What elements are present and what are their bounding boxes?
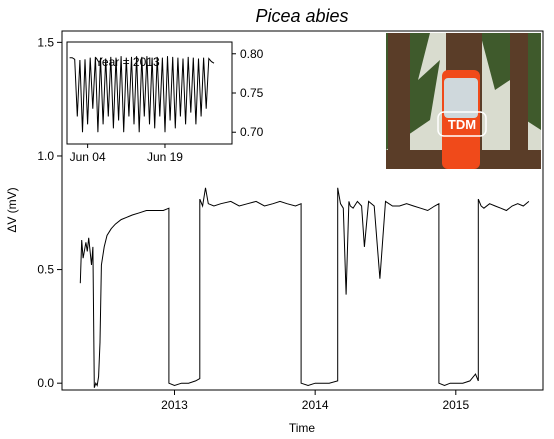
inset-y-tick-label: 0.75: [240, 86, 264, 100]
chart-title: Picea abies: [255, 6, 348, 26]
photo-trunk-right: [510, 33, 528, 169]
series-line: [79, 187, 530, 388]
inset-series-line: [69, 56, 215, 133]
tdm-label-box: [437, 111, 487, 137]
x-axis-label: Time: [289, 421, 316, 435]
y-tick-label: 1.0: [37, 149, 54, 163]
x-tick-label: 2014: [302, 398, 329, 412]
inset-axis-ticks: Jun 04 Jun 19 0.70 0.75 0.80: [70, 47, 264, 164]
y-axis-label: ΔV (mV): [5, 187, 19, 232]
inset-x-tick-label: Jun 04: [70, 150, 106, 164]
main-plot-frame: [61, 30, 544, 391]
tree-sensor-photo: TDM: [386, 33, 541, 169]
y-tick-label: 1.5: [37, 35, 54, 49]
inset-x-tick-label: Jun 19: [147, 150, 183, 164]
y-tick-label: 0.0: [37, 376, 54, 390]
photo-sensor-bag: [444, 78, 478, 118]
main-series-group: [79, 187, 530, 388]
inset-annotation: Year = 2013: [95, 55, 160, 69]
inset-series-group: [69, 56, 215, 133]
y-tick-label: 0.5: [37, 263, 54, 277]
photo-trunk-left: [388, 33, 410, 169]
x-tick-label: 2013: [161, 398, 188, 412]
tdm-label: TDM: [448, 117, 476, 132]
inset-y-tick-label: 0.80: [240, 47, 264, 61]
main-axis-ticks: 2013 2014 2015 0.0 0.5 1.0 1.5: [37, 35, 469, 412]
inset-y-tick-label: 0.70: [240, 125, 264, 139]
x-tick-label: 2015: [442, 398, 469, 412]
inset-background: [67, 42, 232, 144]
